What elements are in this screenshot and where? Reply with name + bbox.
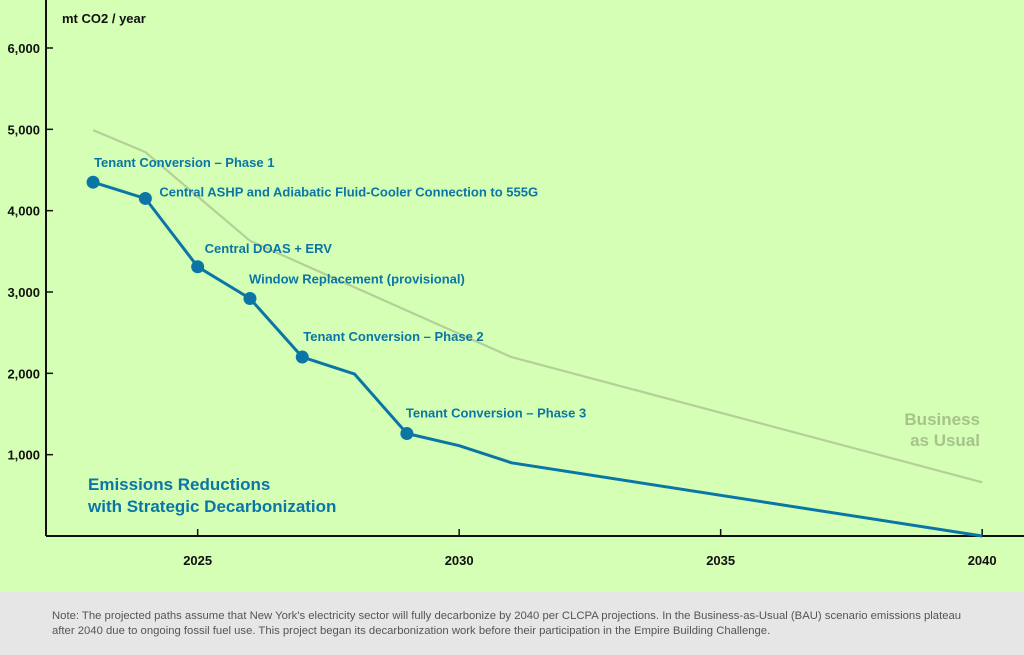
bau-series-line	[92, 129, 983, 484]
milestone-annotation: Central DOAS + ERV	[205, 241, 333, 256]
strategic-series-label-line2: with Strategic Decarbonization	[87, 497, 336, 516]
footnote-bar: Note: The projected paths assume that Ne…	[0, 592, 1024, 655]
milestone-annotation: Tenant Conversion – Phase 1	[94, 155, 274, 170]
bau-series-label-line1: Business	[904, 410, 980, 429]
x-tick-label: 2035	[706, 553, 735, 568]
strategic-marker	[400, 427, 414, 441]
milestone-annotation: Tenant Conversion – Phase 2	[303, 329, 483, 344]
y-axis-label: mt CO2 / year	[62, 11, 146, 26]
chart-area: 1,000 2,000 3,000 4,000 5,000 6,000 2025 2030 20…	[0, 0, 1024, 592]
footnote-text: Note: The projected paths assume that Ne…	[52, 610, 962, 637]
strategic-marker	[138, 191, 152, 205]
y-tick-label: 5,000	[7, 122, 40, 137]
x-tick-label: 2040	[968, 553, 997, 568]
strategic-marker	[295, 350, 309, 364]
milestone-annotation: Window Replacement (provisional)	[249, 272, 465, 287]
strategic-series-label-line1: Emissions Reductions	[88, 475, 270, 494]
series-lines	[92, 129, 983, 538]
emissions-chart: 1,000 2,000 3,000 4,000 5,000 6,000 2025 2030 20…	[7, 0, 1024, 568]
y-tick-label: 4,000	[7, 204, 40, 219]
y-tick-label: 1,000	[7, 448, 40, 463]
annotations: Tenant Conversion – Phase 1 Central ASHP …	[94, 155, 586, 420]
x-tick-label: 2030	[445, 553, 474, 568]
strategic-series-line	[92, 180, 983, 538]
strategic-marker	[243, 292, 257, 306]
axes	[45, 0, 1024, 537]
y-tick-label: 2,000	[7, 366, 40, 381]
milestone-annotation: Tenant Conversion – Phase 3	[406, 406, 586, 421]
milestone-annotation: Central ASHP and Adiabatic Fluid-Cooler …	[159, 184, 538, 199]
strategic-marker	[191, 260, 205, 274]
y-tick-label: 6,000	[7, 41, 40, 56]
ticks: 1,000 2,000 3,000 4,000 5,000 6,000 2025 2030 20…	[7, 41, 996, 568]
bau-series-label-line2: as Usual	[910, 431, 980, 450]
series-markers	[86, 175, 414, 441]
x-tick-label: 2025	[183, 553, 212, 568]
y-tick-label: 3,000	[7, 285, 40, 300]
strategic-marker	[86, 175, 100, 189]
